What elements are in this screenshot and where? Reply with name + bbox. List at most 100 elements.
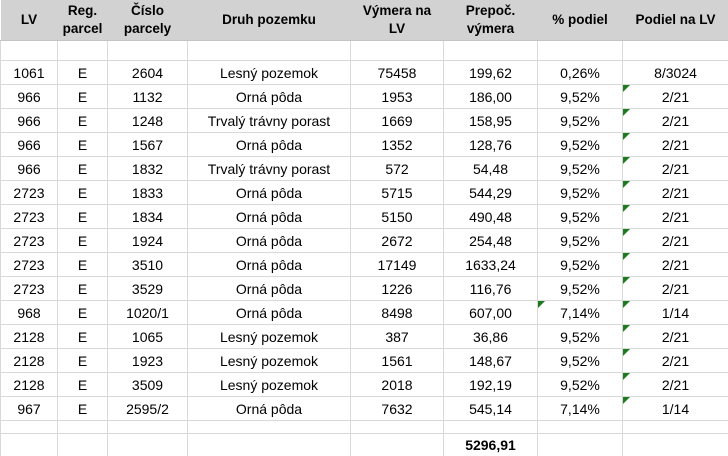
cell-druh-pozemku[interactable]: Orná pôda — [187, 228, 351, 254]
cell-cislo-parcely[interactable]: 3509 — [107, 372, 188, 398]
cell-prepoc-vymera[interactable]: 158,95 — [443, 108, 538, 134]
cell-vymera-na-lv[interactable]: 7632 — [350, 396, 444, 422]
cell-reg-parcel[interactable]: E — [57, 276, 108, 302]
cell-prepoc-vymera[interactable]: 490,48 — [443, 204, 538, 230]
header-reg-parcel[interactable]: Reg. parcel — [57, 0, 108, 42]
cell-druh-pozemku[interactable]: Orná pôda — [187, 276, 351, 302]
cell-vymera-na-lv[interactable]: 1561 — [350, 348, 444, 374]
cell-cislo-parcely[interactable]: 1832 — [107, 156, 188, 182]
empty-cell[interactable] — [622, 40, 728, 62]
cell-lv[interactable]: 2128 — [0, 372, 58, 398]
cell-druh-pozemku[interactable]: Orná pôda — [187, 180, 351, 206]
cell-cislo-parcely[interactable]: 3529 — [107, 276, 188, 302]
cell-reg-parcel[interactable]: E — [57, 84, 108, 110]
cell-pct-podiel[interactable]: 9,52% — [537, 84, 623, 110]
cell-vymera-na-lv[interactable]: 387 — [350, 324, 444, 350]
cell-vymera-na-lv[interactable]: 1352 — [350, 132, 444, 158]
cell-cislo-parcely[interactable]: 1065 — [107, 324, 188, 350]
cell-prepoc-vymera[interactable]: 148,67 — [443, 348, 538, 374]
cell-cislo-parcely[interactable]: 1923 — [107, 348, 188, 374]
cell-prepoc-vymera[interactable]: 128,76 — [443, 132, 538, 158]
empty-cell[interactable] — [107, 40, 188, 62]
cell-reg-parcel[interactable]: E — [57, 204, 108, 230]
cell-reg-parcel[interactable]: E — [57, 252, 108, 278]
empty-cell[interactable] — [57, 420, 108, 435]
cell-druh-pozemku[interactable]: Orná pôda — [187, 396, 351, 422]
cell-vymera-na-lv[interactable]: 572 — [350, 156, 444, 182]
cell-lv[interactable]: 2128 — [0, 348, 58, 374]
header-vymera-na-lv[interactable]: Výmera na LV — [350, 0, 444, 42]
cell-lv[interactable]: 2723 — [0, 228, 58, 254]
empty-cell[interactable] — [443, 40, 538, 62]
cell-reg-parcel[interactable]: E — [57, 228, 108, 254]
cell-lv[interactable]: 966 — [0, 84, 58, 110]
cell-prepoc-vymera[interactable]: 116,76 — [443, 276, 538, 302]
cell-pct-podiel[interactable]: 7,14% — [537, 300, 623, 326]
cell-druh-pozemku[interactable]: Orná pôda — [187, 252, 351, 278]
empty-cell[interactable] — [0, 420, 58, 435]
cell-prepoc-vymera[interactable]: 544,29 — [443, 180, 538, 206]
cell-prepoc-vymera[interactable]: 254,48 — [443, 228, 538, 254]
cell-reg-parcel[interactable]: E — [57, 324, 108, 350]
cell-podiel-na-lv[interactable]: 1/14 — [622, 300, 728, 326]
cell-reg-parcel[interactable]: E — [57, 180, 108, 206]
cell-vymera-na-lv[interactable]: 1953 — [350, 84, 444, 110]
cell-prepoc-vymera[interactable]: 54,48 — [443, 156, 538, 182]
cell-podiel-na-lv[interactable]: 2/21 — [622, 372, 728, 398]
empty-cell[interactable] — [537, 433, 623, 456]
header-pct-podiel[interactable]: % podiel — [537, 0, 623, 42]
cell-cislo-parcely[interactable]: 2604 — [107, 60, 188, 86]
header-prepoc-vymera[interactable]: Prepoč. výmera — [443, 0, 538, 42]
cell-podiel-na-lv[interactable]: 2/21 — [622, 348, 728, 374]
cell-druh-pozemku[interactable]: Orná pôda — [187, 300, 351, 326]
cell-pct-podiel[interactable]: 7,14% — [537, 396, 623, 422]
cell-reg-parcel[interactable]: E — [57, 132, 108, 158]
cell-druh-pozemku[interactable]: Orná pôda — [187, 204, 351, 230]
empty-cell[interactable] — [622, 420, 728, 435]
cell-cislo-parcely[interactable]: 1834 — [107, 204, 188, 230]
cell-prepoc-vymera[interactable]: 36,86 — [443, 324, 538, 350]
cell-pct-podiel[interactable]: 9,52% — [537, 324, 623, 350]
cell-vymera-na-lv[interactable]: 5150 — [350, 204, 444, 230]
cell-cislo-parcely[interactable]: 1020/1 — [107, 300, 188, 326]
cell-prepoc-vymera[interactable]: 199,62 — [443, 60, 538, 86]
total-prepoc-vymera[interactable]: 5296,91 — [443, 433, 538, 456]
cell-pct-podiel[interactable]: 9,52% — [537, 132, 623, 158]
empty-cell[interactable] — [350, 40, 444, 62]
cell-lv[interactable]: 2723 — [0, 180, 58, 206]
cell-druh-pozemku[interactable]: Orná pôda — [187, 84, 351, 110]
cell-druh-pozemku[interactable]: Lesný pozemok — [187, 348, 351, 374]
header-podiel-na-lv[interactable]: Podiel na LV — [622, 0, 728, 42]
cell-podiel-na-lv[interactable]: 1/14 — [622, 396, 728, 422]
cell-lv[interactable]: 2723 — [0, 204, 58, 230]
cell-podiel-na-lv[interactable]: 2/21 — [622, 204, 728, 230]
cell-lv[interactable]: 966 — [0, 108, 58, 134]
cell-cislo-parcely[interactable]: 1132 — [107, 84, 188, 110]
cell-podiel-na-lv[interactable]: 2/21 — [622, 180, 728, 206]
cell-pct-podiel[interactable]: 9,52% — [537, 156, 623, 182]
cell-lv[interactable]: 1061 — [0, 60, 58, 86]
cell-reg-parcel[interactable]: E — [57, 372, 108, 398]
header-lv[interactable]: LV — [0, 0, 58, 42]
cell-lv[interactable]: 966 — [0, 156, 58, 182]
empty-cell[interactable] — [107, 433, 188, 456]
cell-pct-podiel[interactable]: 9,52% — [537, 276, 623, 302]
cell-podiel-na-lv[interactable]: 2/21 — [622, 324, 728, 350]
cell-cislo-parcely[interactable]: 2595/2 — [107, 396, 188, 422]
cell-podiel-na-lv[interactable]: 2/21 — [622, 252, 728, 278]
empty-cell[interactable] — [443, 420, 538, 435]
cell-druh-pozemku[interactable]: Trvalý trávny porast — [187, 108, 351, 134]
cell-reg-parcel[interactable]: E — [57, 396, 108, 422]
cell-lv[interactable]: 2128 — [0, 324, 58, 350]
empty-cell[interactable] — [57, 40, 108, 62]
empty-cell[interactable] — [350, 420, 444, 435]
cell-prepoc-vymera[interactable]: 1633,24 — [443, 252, 538, 278]
cell-lv[interactable]: 2723 — [0, 276, 58, 302]
cell-podiel-na-lv[interactable]: 2/21 — [622, 108, 728, 134]
empty-cell[interactable] — [0, 40, 58, 62]
cell-vymera-na-lv[interactable]: 2018 — [350, 372, 444, 398]
empty-cell[interactable] — [537, 40, 623, 62]
cell-druh-pozemku[interactable]: Orná pôda — [187, 132, 351, 158]
cell-podiel-na-lv[interactable]: 2/21 — [622, 132, 728, 158]
cell-podiel-na-lv[interactable]: 2/21 — [622, 228, 728, 254]
